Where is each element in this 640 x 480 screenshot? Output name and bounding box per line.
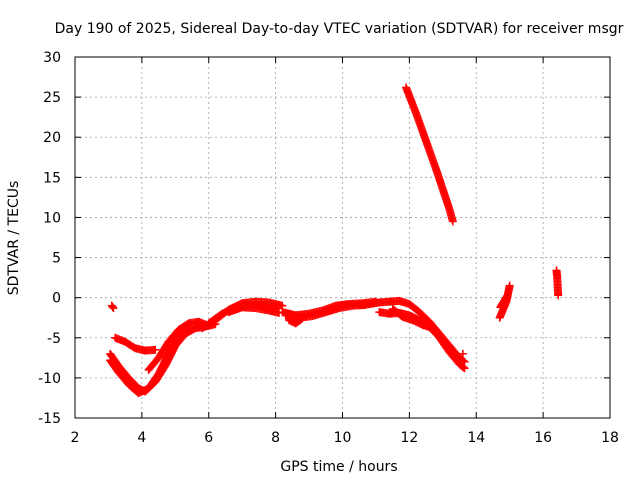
x-tick-label: 10 xyxy=(334,430,352,446)
y-tick-label: 10 xyxy=(43,210,61,226)
data-point xyxy=(503,292,512,301)
x-tick-label: 8 xyxy=(271,430,280,446)
y-tick-label: -5 xyxy=(47,331,61,347)
data-point xyxy=(458,349,467,358)
axis-ticks: 2 4 6 8 10 12 14 16 18 -15 -10 -5 0 5 10 15 20 25 30 xyxy=(38,50,619,446)
data-point xyxy=(151,345,160,354)
data-point xyxy=(505,281,514,290)
data-point xyxy=(108,302,117,311)
data-point xyxy=(459,363,468,372)
y-tick-label: 25 xyxy=(43,90,61,106)
x-tick-label: 14 xyxy=(467,430,485,446)
data-point xyxy=(109,304,118,313)
data-points xyxy=(106,83,563,398)
y-tick-label: -10 xyxy=(38,371,61,387)
y-tick-label: 15 xyxy=(43,170,61,186)
data-point xyxy=(448,217,457,226)
chart-title: Day 190 of 2025, Sidereal Day-to-day VTE… xyxy=(55,21,624,37)
data-point xyxy=(460,364,469,373)
y-tick-label: 20 xyxy=(43,130,61,146)
x-tick-label: 2 xyxy=(71,430,80,446)
x-tick-label: 6 xyxy=(204,430,213,446)
y-tick-label: 30 xyxy=(43,50,61,66)
y-tick-label: 5 xyxy=(52,251,61,267)
data-point xyxy=(428,324,437,333)
y-axis-label: SDTVAR / TECUs xyxy=(6,181,22,296)
y-tick-label: -15 xyxy=(38,411,61,427)
data-point xyxy=(298,314,307,323)
x-tick-label: 12 xyxy=(400,430,418,446)
y-tick-label: 0 xyxy=(52,291,61,307)
x-tick-label: 16 xyxy=(534,430,552,446)
x-axis-label: GPS time / hours xyxy=(280,459,397,475)
data-point xyxy=(554,291,563,300)
gridlines xyxy=(75,57,610,418)
data-point xyxy=(297,315,306,324)
x-tick-label: 18 xyxy=(601,430,619,446)
x-tick-label: 4 xyxy=(137,430,146,446)
